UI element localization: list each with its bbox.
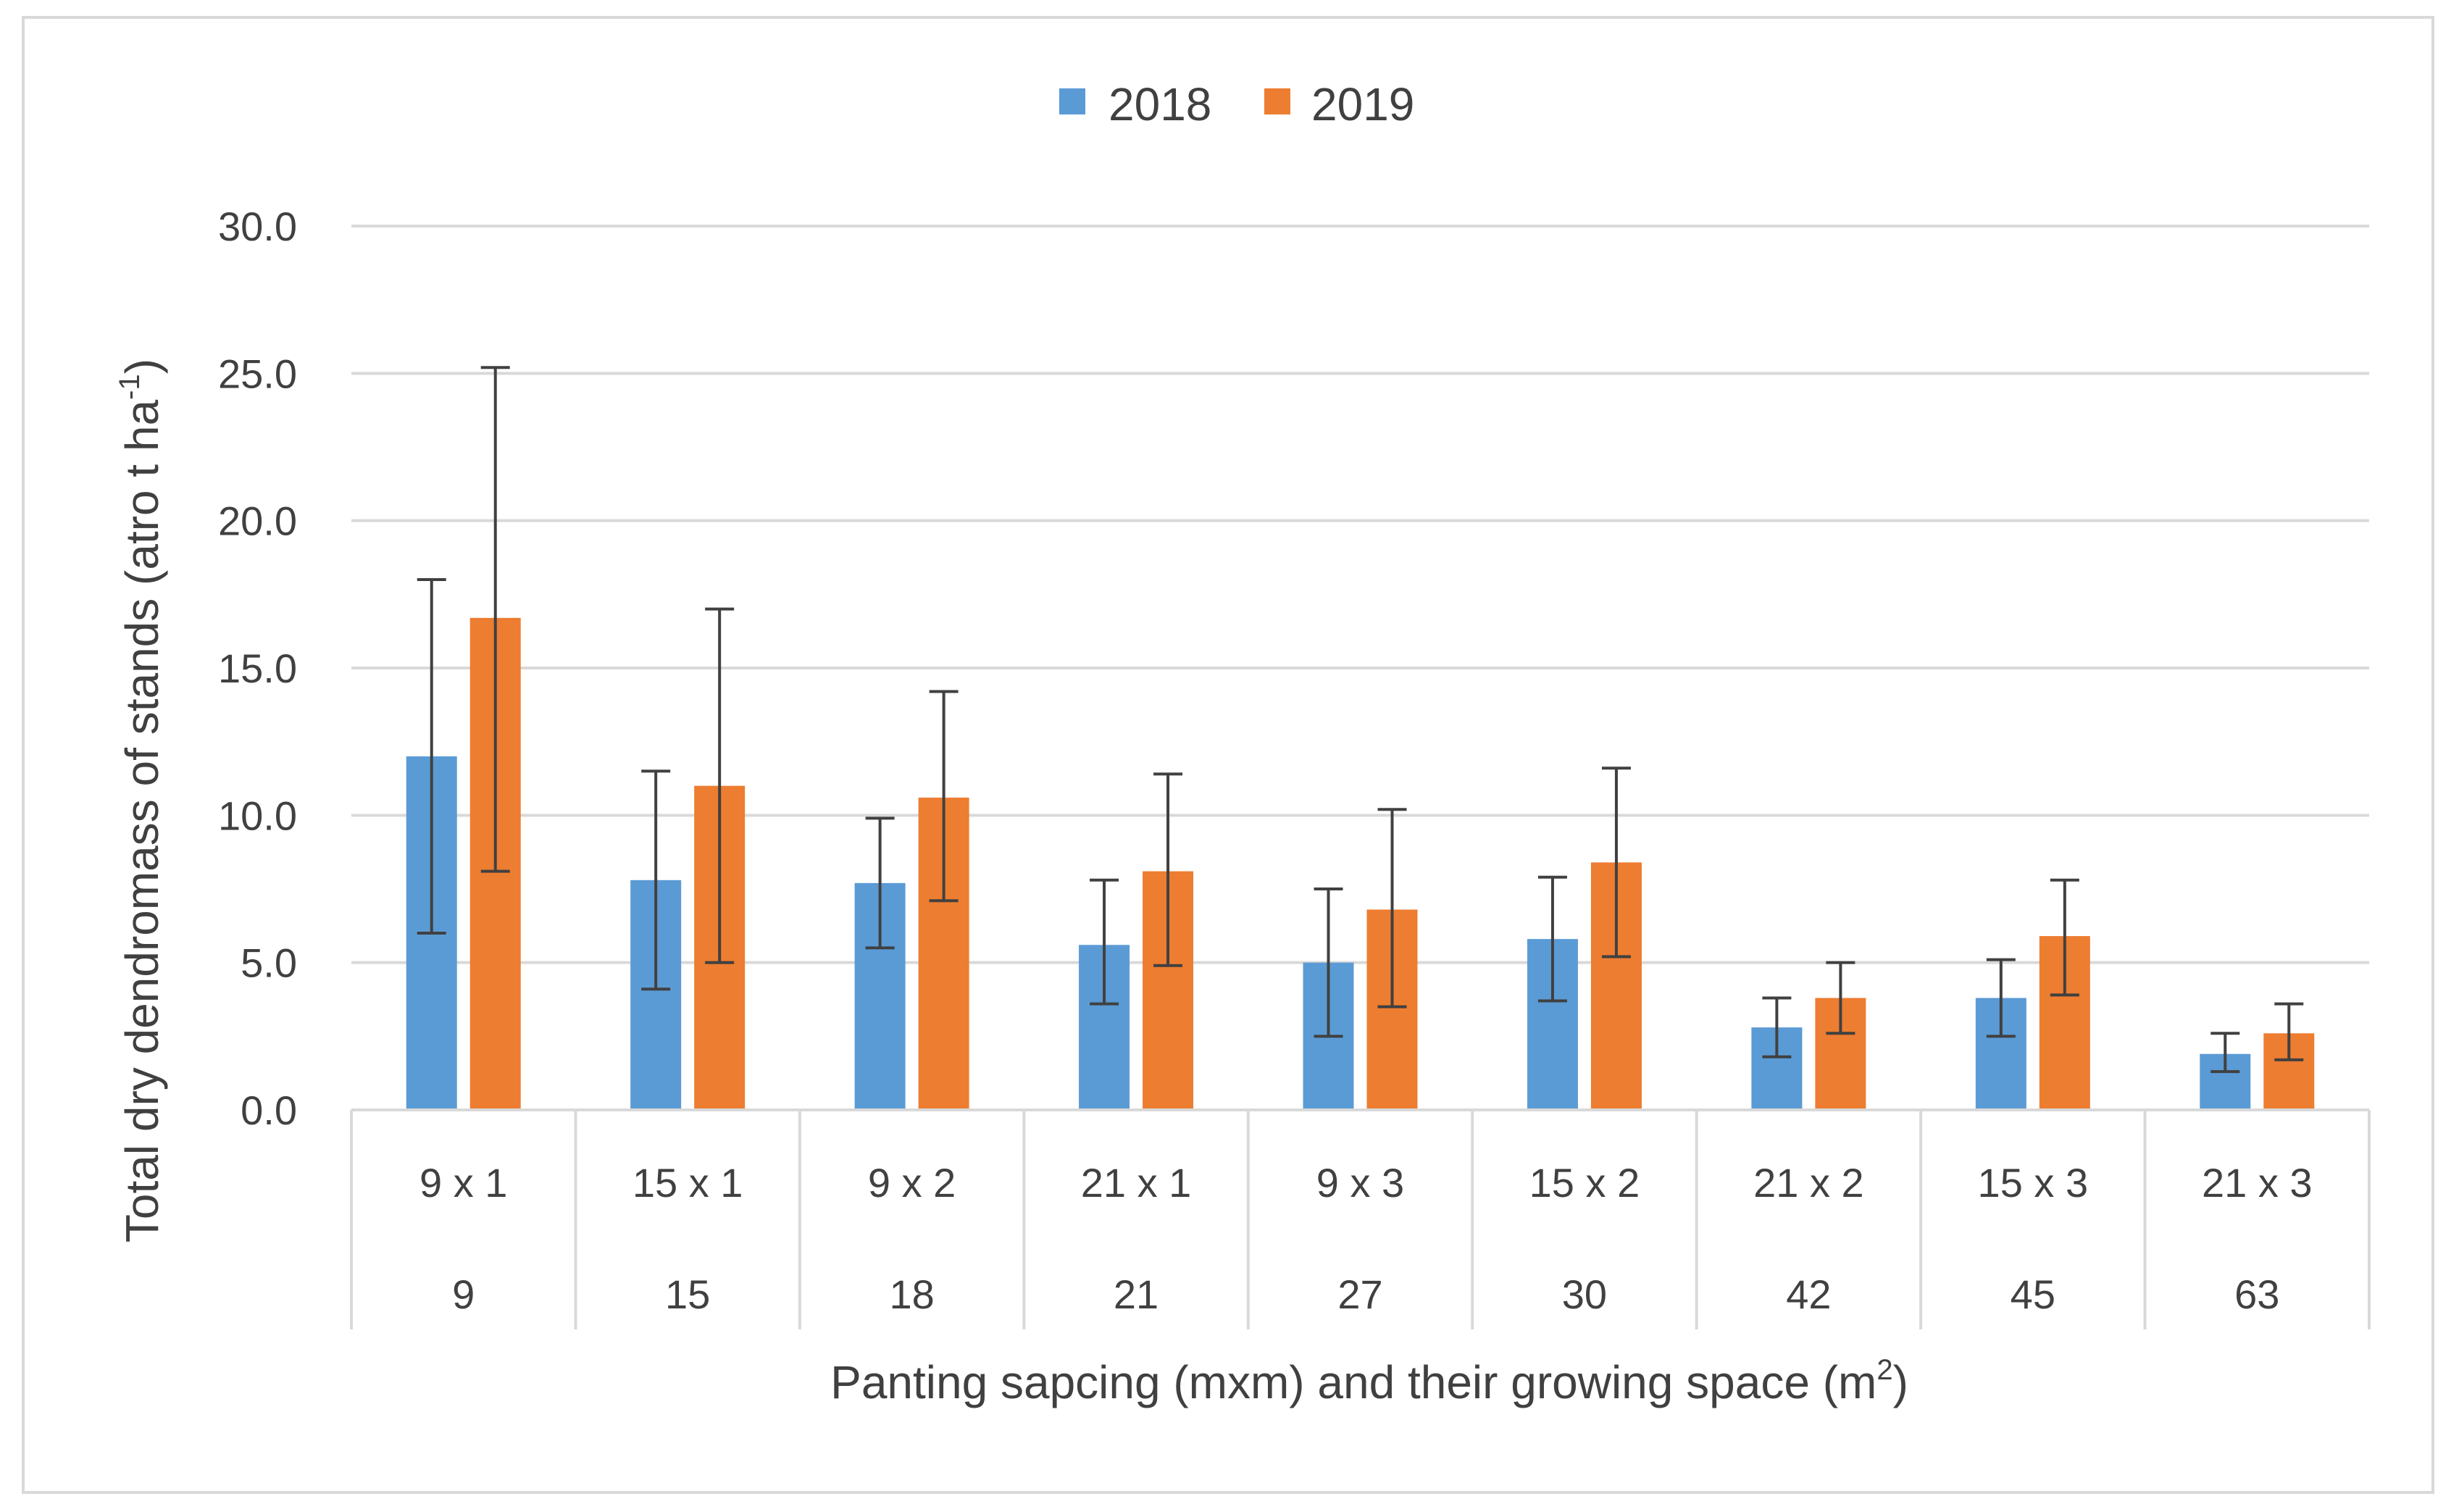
x-axis: 9 x 1 9 15 x 1 15 9 x 2 18 21 x 1 21 9 x 3 27 15 x… — [350, 1108, 2371, 1329]
x-tick-label-spacing: 21 x 2 — [1753, 1160, 1864, 1206]
x-tick-label-space: 30 — [1562, 1271, 1607, 1317]
y-tick-label: 20.0 — [218, 498, 297, 544]
x-axis-title: Panting sapcing (mxm) and their growing … — [830, 1354, 1908, 1408]
x-tick-label-spacing: 15 x 2 — [1529, 1160, 1640, 1206]
error-bars — [417, 366, 2304, 1074]
x-tick-label-space: 42 — [1786, 1271, 1831, 1317]
x-tick-label-spacing: 21 x 1 — [1081, 1160, 1192, 1206]
legend-swatch-2018 — [1059, 88, 1085, 114]
x-tick-label-spacing: 15 x 1 — [633, 1160, 743, 1206]
x-tick-label-space: 21 — [1114, 1271, 1158, 1317]
y-axis-title-main: Total dry dendromass of stands (atro t h… — [116, 399, 168, 1242]
x-axis-title-sup: 2 — [1876, 1354, 1892, 1386]
y-tick-label: 15.0 — [218, 646, 297, 691]
x-tick-label-spacing: 9 x 3 — [1316, 1160, 1404, 1206]
x-tick-label-space: 18 — [889, 1271, 934, 1317]
bars — [406, 617, 2315, 1110]
x-tick-label-space: 45 — [2011, 1271, 2055, 1317]
y-tick-label: 0.0 — [241, 1087, 297, 1133]
x-tick-label-spacing: 15 x 3 — [1978, 1160, 2089, 1206]
y-axis-title-sup: -1 — [114, 374, 146, 400]
legend-label-2018: 2018 — [1109, 78, 1211, 130]
y-axis-ticks: 0.0 5.0 10.0 15.0 20.0 25.0 30.0 — [218, 204, 297, 1133]
x-tick-label-spacing: 21 x 3 — [2202, 1160, 2313, 1206]
gridlines — [351, 225, 2369, 964]
x-tick-label-space: 9 — [452, 1271, 475, 1317]
y-axis-title: Total dry dendromass of stands (atro t h… — [114, 359, 168, 1242]
y-tick-label: 5.0 — [241, 940, 297, 986]
x-tick-label-spacing: 9 x 2 — [868, 1160, 956, 1206]
x-axis-title-main: Panting sapcing (mxm) and their growing … — [830, 1356, 1876, 1408]
chart-frame — [22, 16, 2434, 1494]
legend-swatch-2019 — [1264, 88, 1290, 114]
y-tick-label: 30.0 — [218, 204, 297, 249]
y-tick-label: 25.0 — [218, 351, 297, 396]
y-tick-label: 10.0 — [218, 793, 297, 838]
x-tick-label-spacing: 9 x 1 — [419, 1160, 507, 1206]
x-axis-title-end: ) — [1893, 1356, 1908, 1408]
y-axis-title-end: ) — [116, 359, 168, 374]
x-tick-label-space: 15 — [665, 1271, 710, 1317]
legend: 2018 2019 — [1059, 78, 1414, 130]
x-tick-label-space: 63 — [2234, 1271, 2279, 1317]
x-tick-label-space: 27 — [1337, 1271, 1382, 1317]
legend-label-2019: 2019 — [1311, 78, 1414, 130]
